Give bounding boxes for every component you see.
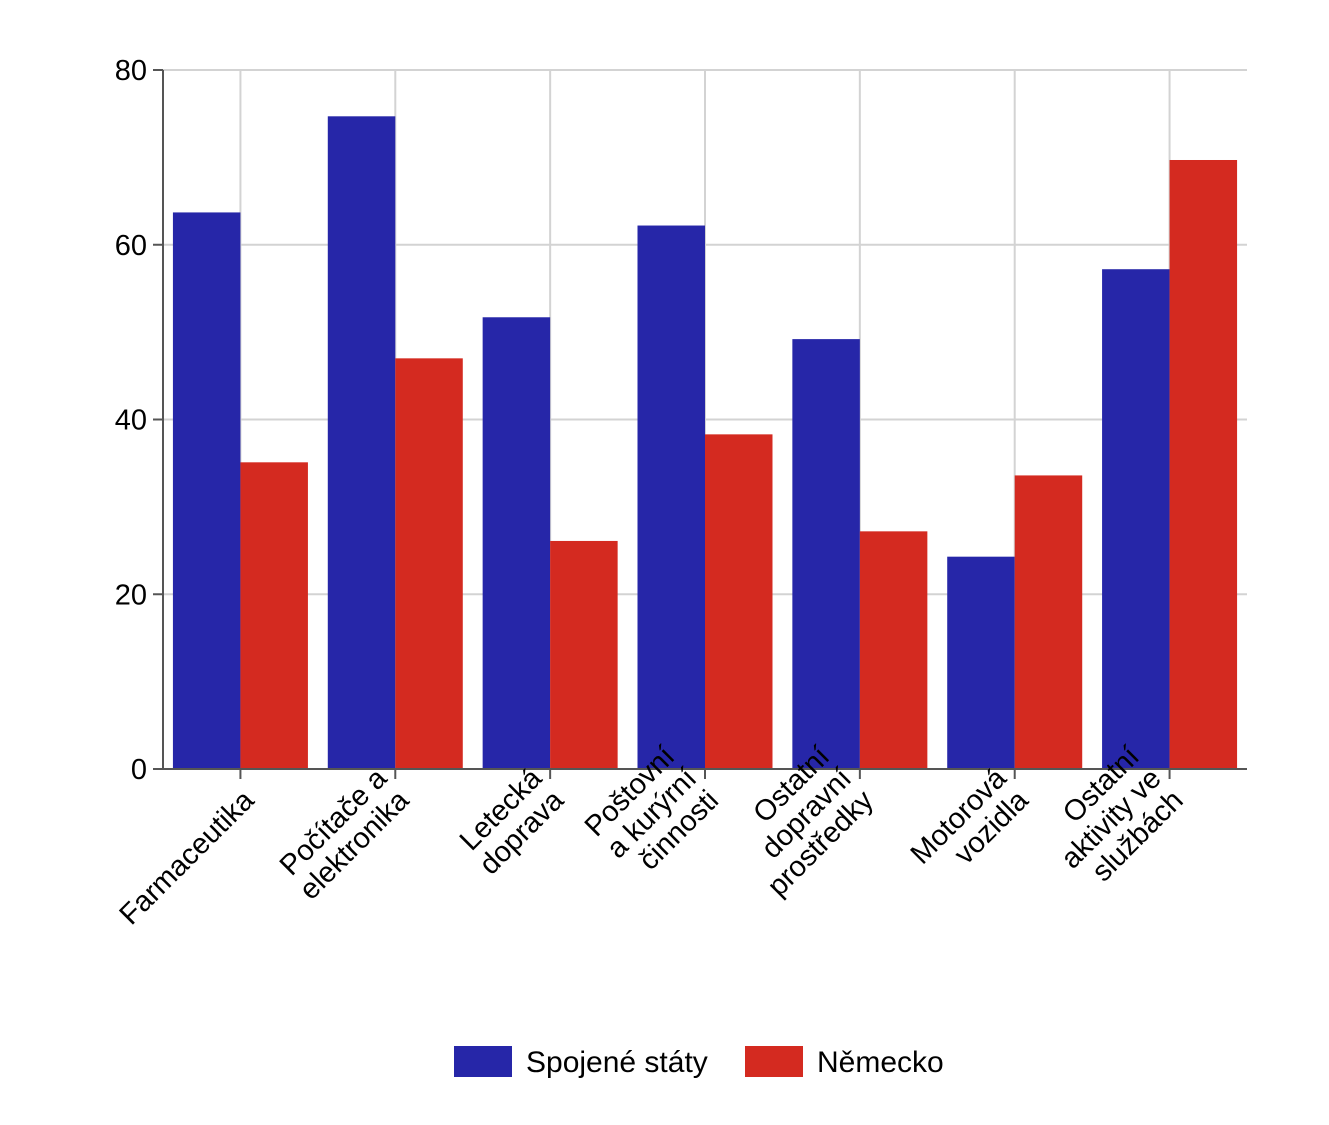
y-tick-label: 40 xyxy=(115,405,147,437)
bar-series-2 xyxy=(550,540,618,769)
bar-series-2 xyxy=(859,531,928,769)
bar-series-2 xyxy=(1169,159,1238,770)
legend-label: Německo xyxy=(817,1046,944,1079)
bar-series-1 xyxy=(1102,269,1170,769)
bar-series-1 xyxy=(792,339,860,769)
legend-item: Spojené státy xyxy=(454,1046,708,1079)
y-axis-ticks: 0 20 40 60 80 xyxy=(115,55,163,786)
bar-series-2 xyxy=(705,434,773,769)
bar-series-1 xyxy=(947,556,1015,769)
bars xyxy=(172,116,1238,770)
y-tick-label: 60 xyxy=(115,230,147,262)
bar-series-2 xyxy=(1014,475,1083,769)
legend-label: Spojené státy xyxy=(526,1046,708,1079)
x-tick-label-line: Farmaceutika xyxy=(114,784,261,931)
legend-swatch xyxy=(454,1046,512,1077)
y-tick-label: 20 xyxy=(115,579,147,611)
bar-series-1 xyxy=(172,212,241,769)
bar-series-2 xyxy=(240,462,308,769)
y-tick-label: 80 xyxy=(115,55,147,87)
legend-swatch xyxy=(745,1046,803,1077)
legend-item: Německo xyxy=(745,1046,944,1079)
bar-series-1 xyxy=(327,116,396,770)
y-tick-label: 0 xyxy=(131,754,147,786)
bar-series-2 xyxy=(395,358,463,769)
bar-series-1 xyxy=(482,317,551,769)
x-tick-label: Farmaceutika xyxy=(114,784,261,931)
bar-series-1 xyxy=(637,225,705,770)
legend: Spojené státy Německo xyxy=(454,1046,944,1079)
